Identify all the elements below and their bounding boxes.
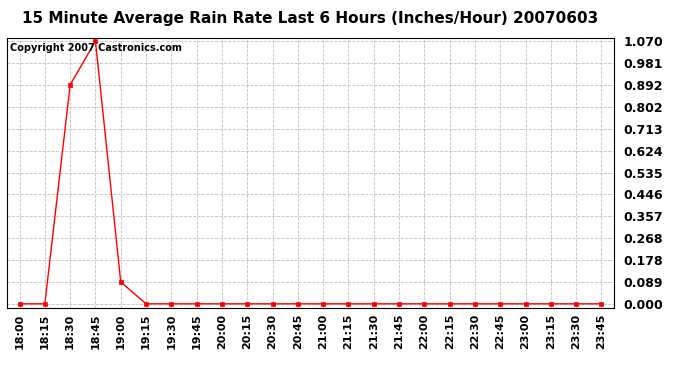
Text: 15 Minute Average Rain Rate Last 6 Hours (Inches/Hour) 20070603: 15 Minute Average Rain Rate Last 6 Hours… bbox=[22, 11, 599, 26]
Text: Copyright 2007 Castronics.com: Copyright 2007 Castronics.com bbox=[10, 43, 181, 53]
